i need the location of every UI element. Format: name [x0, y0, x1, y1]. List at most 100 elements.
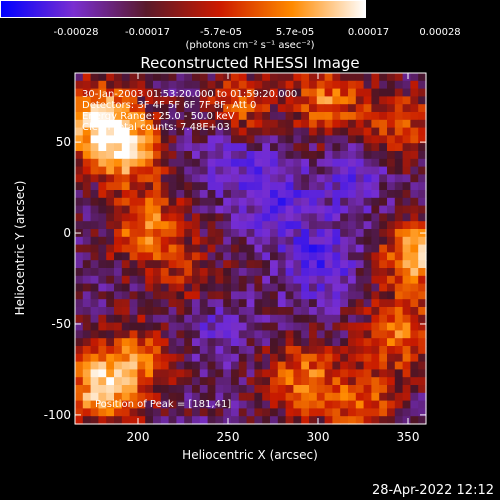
heatmap-cell [75, 353, 84, 363]
heatmap-cell [379, 299, 388, 308]
heatmap-cell [332, 119, 341, 129]
heatmap-cell [160, 338, 170, 347]
heatmap-cell [176, 205, 185, 214]
heatmap-cell [215, 174, 224, 183]
heatmap-cell [176, 112, 185, 121]
heatmap-cell [270, 338, 279, 347]
heatmap-cell [176, 229, 185, 238]
heatmap-cell [207, 322, 216, 331]
heatmap-cell [363, 174, 372, 183]
heatmap-cell [184, 244, 193, 253]
heatmap-cell [199, 236, 209, 246]
heatmap-cell [238, 252, 248, 261]
heatmap-cell [207, 400, 216, 409]
heatmap-cell [160, 158, 170, 168]
heatmap-cell [293, 299, 302, 308]
heatmap-cell [184, 268, 193, 277]
heatmap-cell [114, 158, 123, 168]
heatmap-cell [285, 213, 294, 222]
timestamp: 28-Apr-2022 12:12 [372, 483, 494, 498]
heatmap-cell [231, 252, 240, 261]
heatmap-cell [184, 174, 193, 183]
heatmap-cell [137, 377, 146, 386]
heatmap-cell [402, 80, 411, 90]
heatmap-cell [340, 268, 349, 277]
heatmap-cell [160, 314, 170, 324]
heatmap-cell [371, 127, 380, 136]
heatmap-cell [254, 268, 263, 277]
heatmap-cell [246, 377, 255, 386]
heatmap-cell [153, 400, 162, 409]
heatmap-cell [348, 260, 357, 269]
heatmap-cell [160, 221, 170, 230]
heatmap-cell [223, 229, 232, 238]
heatmap-cell [387, 182, 396, 191]
heatmap-cell [192, 307, 201, 316]
heatmap-cell [348, 330, 357, 339]
heatmap-cell [363, 291, 372, 300]
heatmap-cell [332, 73, 341, 82]
heatmap-cell [371, 197, 380, 207]
heatmap-cell [192, 205, 201, 214]
heatmap-cell [363, 346, 372, 355]
heatmap-cell [324, 174, 333, 183]
heatmap-cell [394, 112, 404, 121]
heatmap-cell [293, 392, 302, 402]
heatmap-cell [402, 151, 411, 160]
heatmap-cell [402, 135, 411, 144]
heatmap-cell [160, 112, 170, 121]
heatmap-cell [332, 346, 341, 355]
colorbar-tick-label: 5.7e-05 [275, 27, 315, 38]
heatmap-cell [394, 158, 404, 168]
heatmap-cell [160, 73, 170, 82]
heatmap-cell [394, 244, 404, 253]
heatmap-cell [301, 307, 310, 316]
heatmap-cell [231, 299, 240, 308]
heatmap-cell [238, 307, 248, 316]
heatmap-cell [285, 244, 294, 253]
heatmap-cell [379, 361, 388, 370]
heatmap-cell [394, 400, 404, 409]
heatmap-cell [137, 182, 146, 191]
heatmap-cell [410, 416, 419, 425]
heatmap-cell [285, 166, 294, 175]
heatmap-cell [340, 416, 349, 425]
heatmap-cell [285, 346, 294, 355]
heatmap-cell [262, 229, 271, 238]
heatmap-cell [410, 252, 419, 261]
heatmap-cell [75, 213, 84, 222]
heatmap-cell [332, 182, 341, 191]
heatmap-cell [90, 73, 99, 82]
heatmap-cell [387, 330, 396, 339]
heatmap-cell [316, 377, 326, 386]
heatmap-cell [199, 244, 209, 253]
heatmap-cell [153, 268, 162, 277]
heatmap-cell [82, 346, 92, 355]
heatmap-cell [309, 299, 318, 308]
heatmap-cell [207, 143, 216, 152]
heatmap-cell [129, 260, 138, 269]
heatmap-cell [160, 166, 170, 175]
heatmap-cell [238, 353, 248, 363]
heatmap-cell [324, 307, 333, 316]
heatmap-cell [394, 213, 404, 222]
heatmap-cell [231, 213, 240, 222]
heatmap-cell [254, 96, 263, 105]
heatmap-cell [223, 135, 232, 144]
heatmap-cell [176, 283, 185, 292]
heatmap-cell [277, 143, 287, 152]
heatmap-cell [160, 322, 170, 331]
heatmap-cell [153, 96, 162, 105]
heatmap-cell [106, 385, 115, 394]
heatmap-cell [277, 190, 287, 199]
heatmap-cell [98, 213, 107, 222]
heatmap-cell [75, 127, 84, 136]
heatmap-cell [387, 88, 396, 97]
heatmap-cell [114, 236, 123, 246]
heatmap-cell [192, 96, 201, 105]
heatmap-cell [223, 330, 232, 339]
heatmap-cell [410, 166, 419, 175]
heatmap-cell [340, 291, 349, 300]
heatmap-cell [340, 314, 349, 324]
heatmap-cell [168, 151, 177, 160]
